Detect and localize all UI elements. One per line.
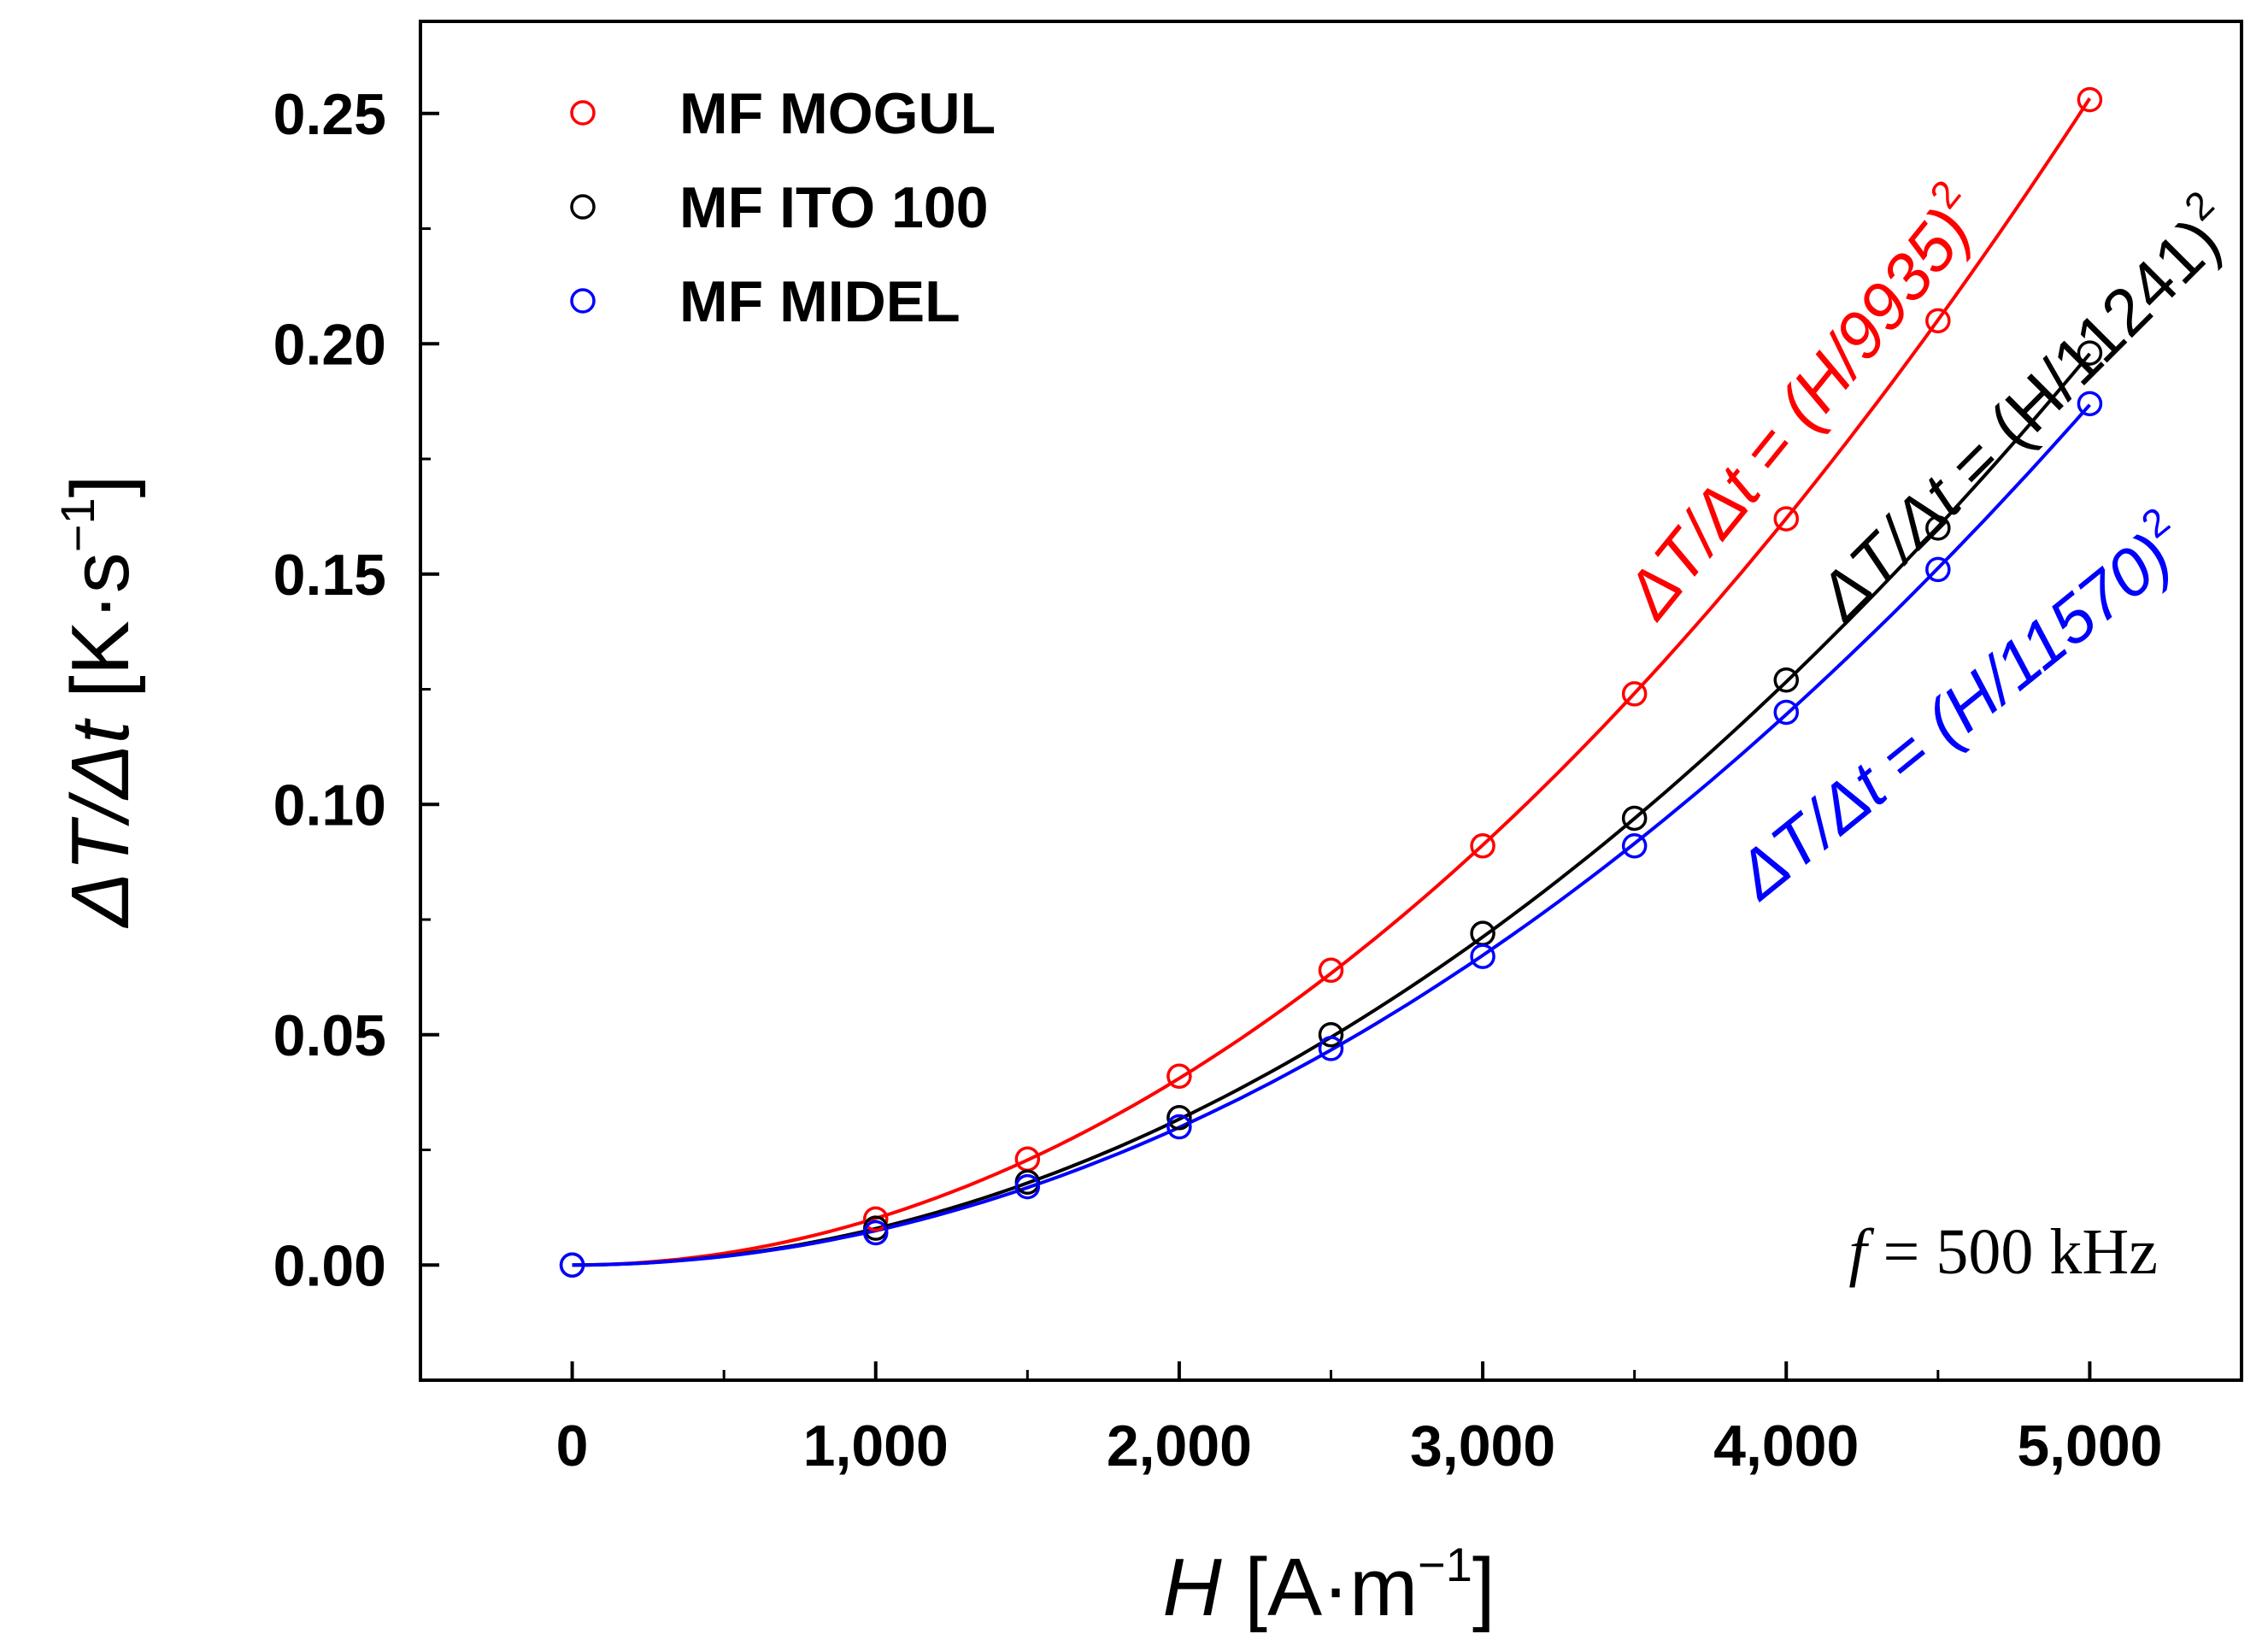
data-point-2 <box>1621 833 1648 859</box>
x-tick-label: 5,000 <box>2017 1414 2162 1478</box>
y-tick-label: 0.20 <box>273 312 386 377</box>
data-point-1 <box>1773 667 1799 693</box>
data-point-0 <box>2077 86 2103 113</box>
data-point-2 <box>1773 699 1799 726</box>
data-point-1 <box>1166 1105 1192 1131</box>
x-tick-label: 0 <box>556 1414 589 1478</box>
data-point-1 <box>1925 515 1951 541</box>
y-tick-label: 0.05 <box>273 1003 386 1068</box>
data-point-0 <box>1470 833 1495 859</box>
data-points <box>559 86 2103 1278</box>
plot-frame <box>419 20 2243 1382</box>
legend-marker-ito <box>570 194 596 220</box>
data-point-2 <box>559 1252 585 1278</box>
x-axis-title: H [A·m−1] <box>1162 1537 1495 1633</box>
legend-label-midel: MF MIDEL <box>679 269 961 334</box>
x-tick-label: 4,000 <box>1713 1414 1859 1478</box>
data-point-1 <box>1318 1022 1344 1048</box>
data-point-0 <box>1773 506 1799 532</box>
data-point-2 <box>1166 1114 1192 1140</box>
legend-marker-midel <box>570 288 596 314</box>
y-tick-labels: 0.00 0.05 0.10 0.15 0.20 0.25 <box>273 82 386 1298</box>
data-point-2 <box>2077 391 2103 417</box>
data-point-1 <box>1621 805 1648 832</box>
x-tick-label: 1,000 <box>803 1414 949 1478</box>
data-point-1 <box>2077 340 2103 366</box>
data-point-0 <box>1621 681 1648 707</box>
x-tick-label: 3,000 <box>1410 1414 1555 1478</box>
data-point-2 <box>863 1220 889 1246</box>
frequency-annotation: f = 500 kHz <box>1848 1216 2158 1288</box>
x-tick-labels: 0 1,000 2,000 3,000 4,000 5,000 <box>556 1414 2163 1478</box>
fit-label-ito: ΔT/Δt = (H/11241)2 <box>1796 182 2249 635</box>
legend-marker-mogul <box>570 100 596 126</box>
y-tick-label: 0.00 <box>273 1233 386 1298</box>
y-tick-label: 0.10 <box>273 773 386 838</box>
fit-curve-2 <box>572 403 2091 1267</box>
legend: MF MOGUL MF ITO 100 MF MIDEL <box>570 81 996 334</box>
data-point-0 <box>863 1206 889 1232</box>
data-point-2 <box>1470 943 1495 969</box>
data-point-0 <box>1318 957 1344 984</box>
y-axis-title: ΔT/Δt [K·s−1] <box>50 475 146 929</box>
fit-label-mogul: ΔT/Δt = (H/9935)2 <box>1604 172 2000 632</box>
y-tick-label: 0.15 <box>273 543 386 608</box>
legend-label-ito: MF ITO 100 <box>679 175 989 240</box>
x-tick-label: 2,000 <box>1107 1414 1252 1478</box>
data-point-2 <box>1014 1173 1041 1200</box>
data-point-2 <box>1318 1036 1344 1061</box>
data-point-2 <box>1925 556 1951 583</box>
y-tick-label: 0.25 <box>273 82 386 147</box>
fit-curve-0 <box>572 97 2092 1267</box>
data-point-0 <box>1925 308 1951 334</box>
legend-label-mogul: MF MOGUL <box>679 81 996 146</box>
fit-label-midel: ΔT/Δt = (H/11570)2 <box>1716 498 2202 914</box>
data-point-0 <box>1166 1063 1192 1090</box>
